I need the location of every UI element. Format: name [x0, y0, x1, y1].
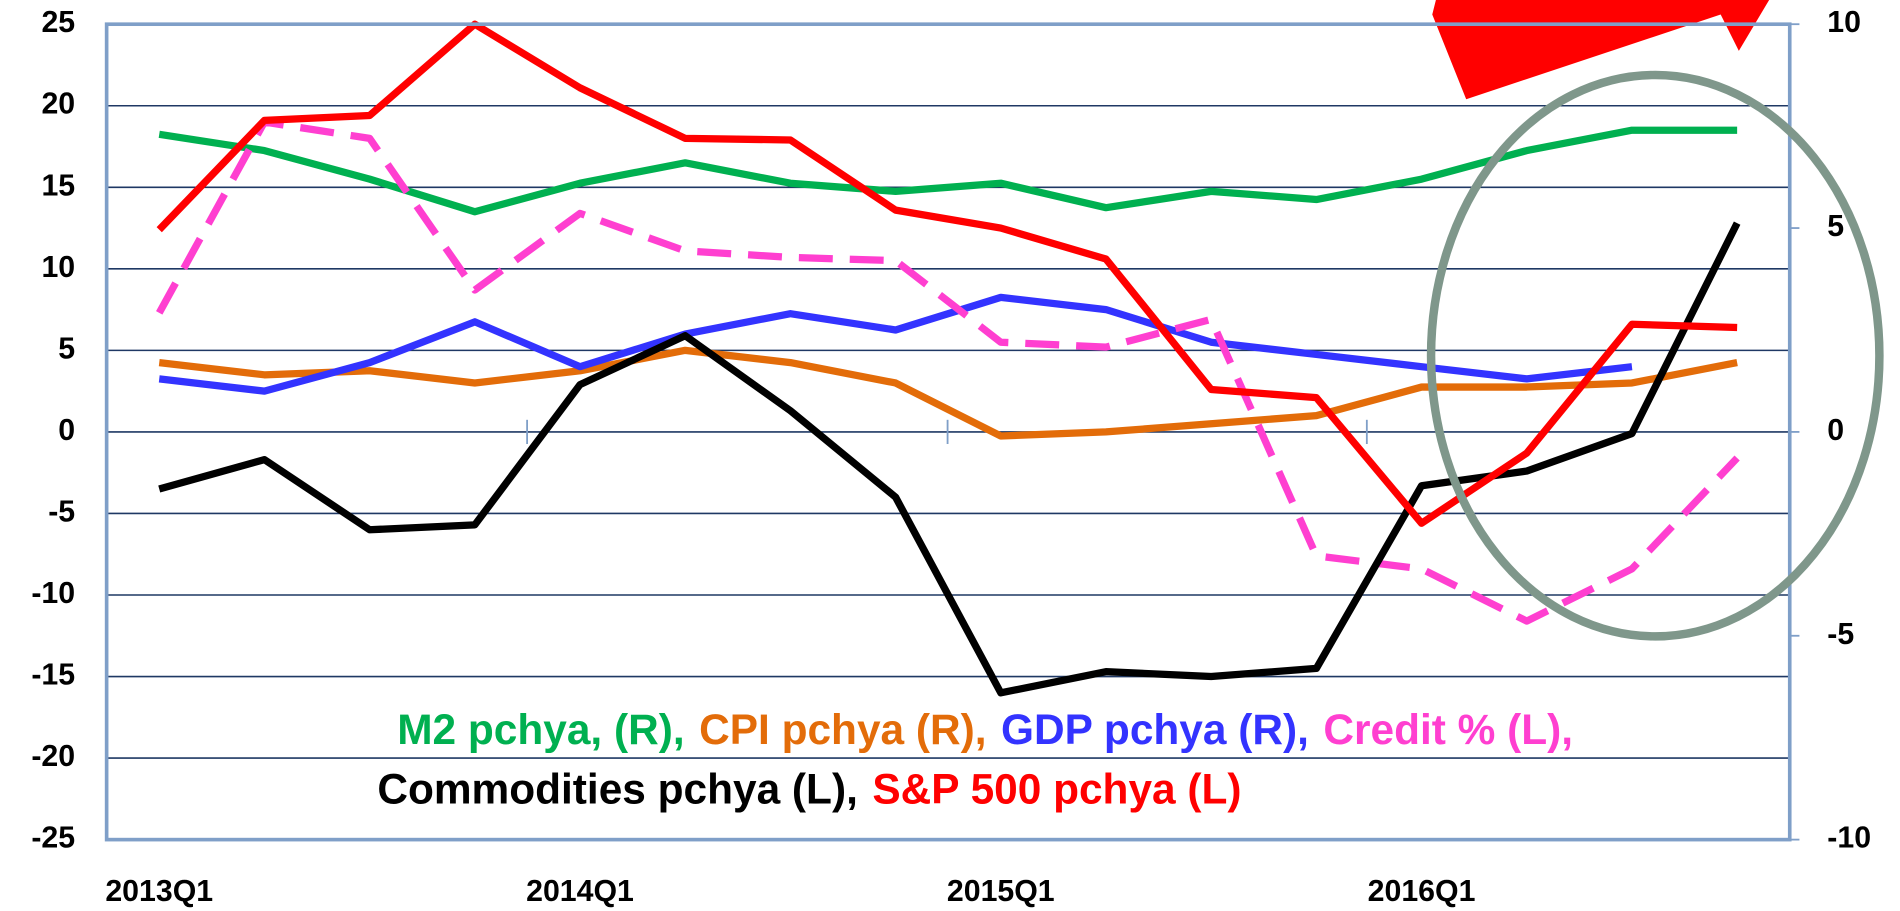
y2-tick-label: -5	[1827, 618, 1854, 651]
legend-entry: Commodities pchya (L),	[377, 766, 858, 813]
y-tick-label: -10	[31, 577, 75, 610]
y2-tick-label: 0	[1827, 414, 1844, 447]
y2-tick-label: 10	[1827, 6, 1861, 39]
series-line	[156, 20, 1738, 527]
legend-entry: Credit % (L),	[1323, 706, 1573, 753]
y-tick-label: -25	[31, 822, 75, 855]
y-tick-label: 10	[41, 251, 75, 284]
y-tick-label: 20	[41, 88, 75, 121]
highlight-ellipse	[1426, 70, 1884, 641]
y-tick-label: 0	[58, 414, 75, 447]
legend-line: M2 pchya, (R), CPI pchya (R), GDP pchya (R…	[397, 706, 1573, 753]
y-tick-label: 5	[58, 332, 75, 365]
legend-entry: GDP pchya (R),	[1001, 706, 1309, 753]
y-tick-label: -15	[31, 659, 75, 692]
y-tick-label: -5	[48, 495, 75, 528]
x-tick-label: 2015Q1	[947, 875, 1055, 908]
x-tick-label: 2014Q1	[526, 875, 634, 908]
y2-tick-label: -10	[1827, 822, 1871, 855]
series-line	[158, 346, 1738, 440]
x-tick-label: 2013Q1	[105, 875, 213, 908]
lines	[156, 20, 1741, 697]
legend-line: Commodities pchya (L), S&P 500 pchya (L)	[377, 766, 1241, 813]
series-line	[158, 293, 1633, 395]
series-line	[156, 118, 1740, 625]
y2-tick-label: 5	[1827, 210, 1844, 243]
y-tick-label: -20	[31, 740, 75, 773]
y-tick-label: 25	[41, 6, 75, 39]
series-line	[158, 221, 1741, 697]
legend-entry: S&P 500 pchya (L)	[872, 766, 1241, 813]
y-tick-label: 15	[41, 169, 75, 202]
legend-entry: M2 pchya, (R),	[397, 706, 684, 753]
x-tick-label: 2016Q1	[1368, 875, 1476, 908]
series-line	[158, 126, 1738, 216]
legend-entry: CPI pchya (R),	[699, 706, 986, 753]
